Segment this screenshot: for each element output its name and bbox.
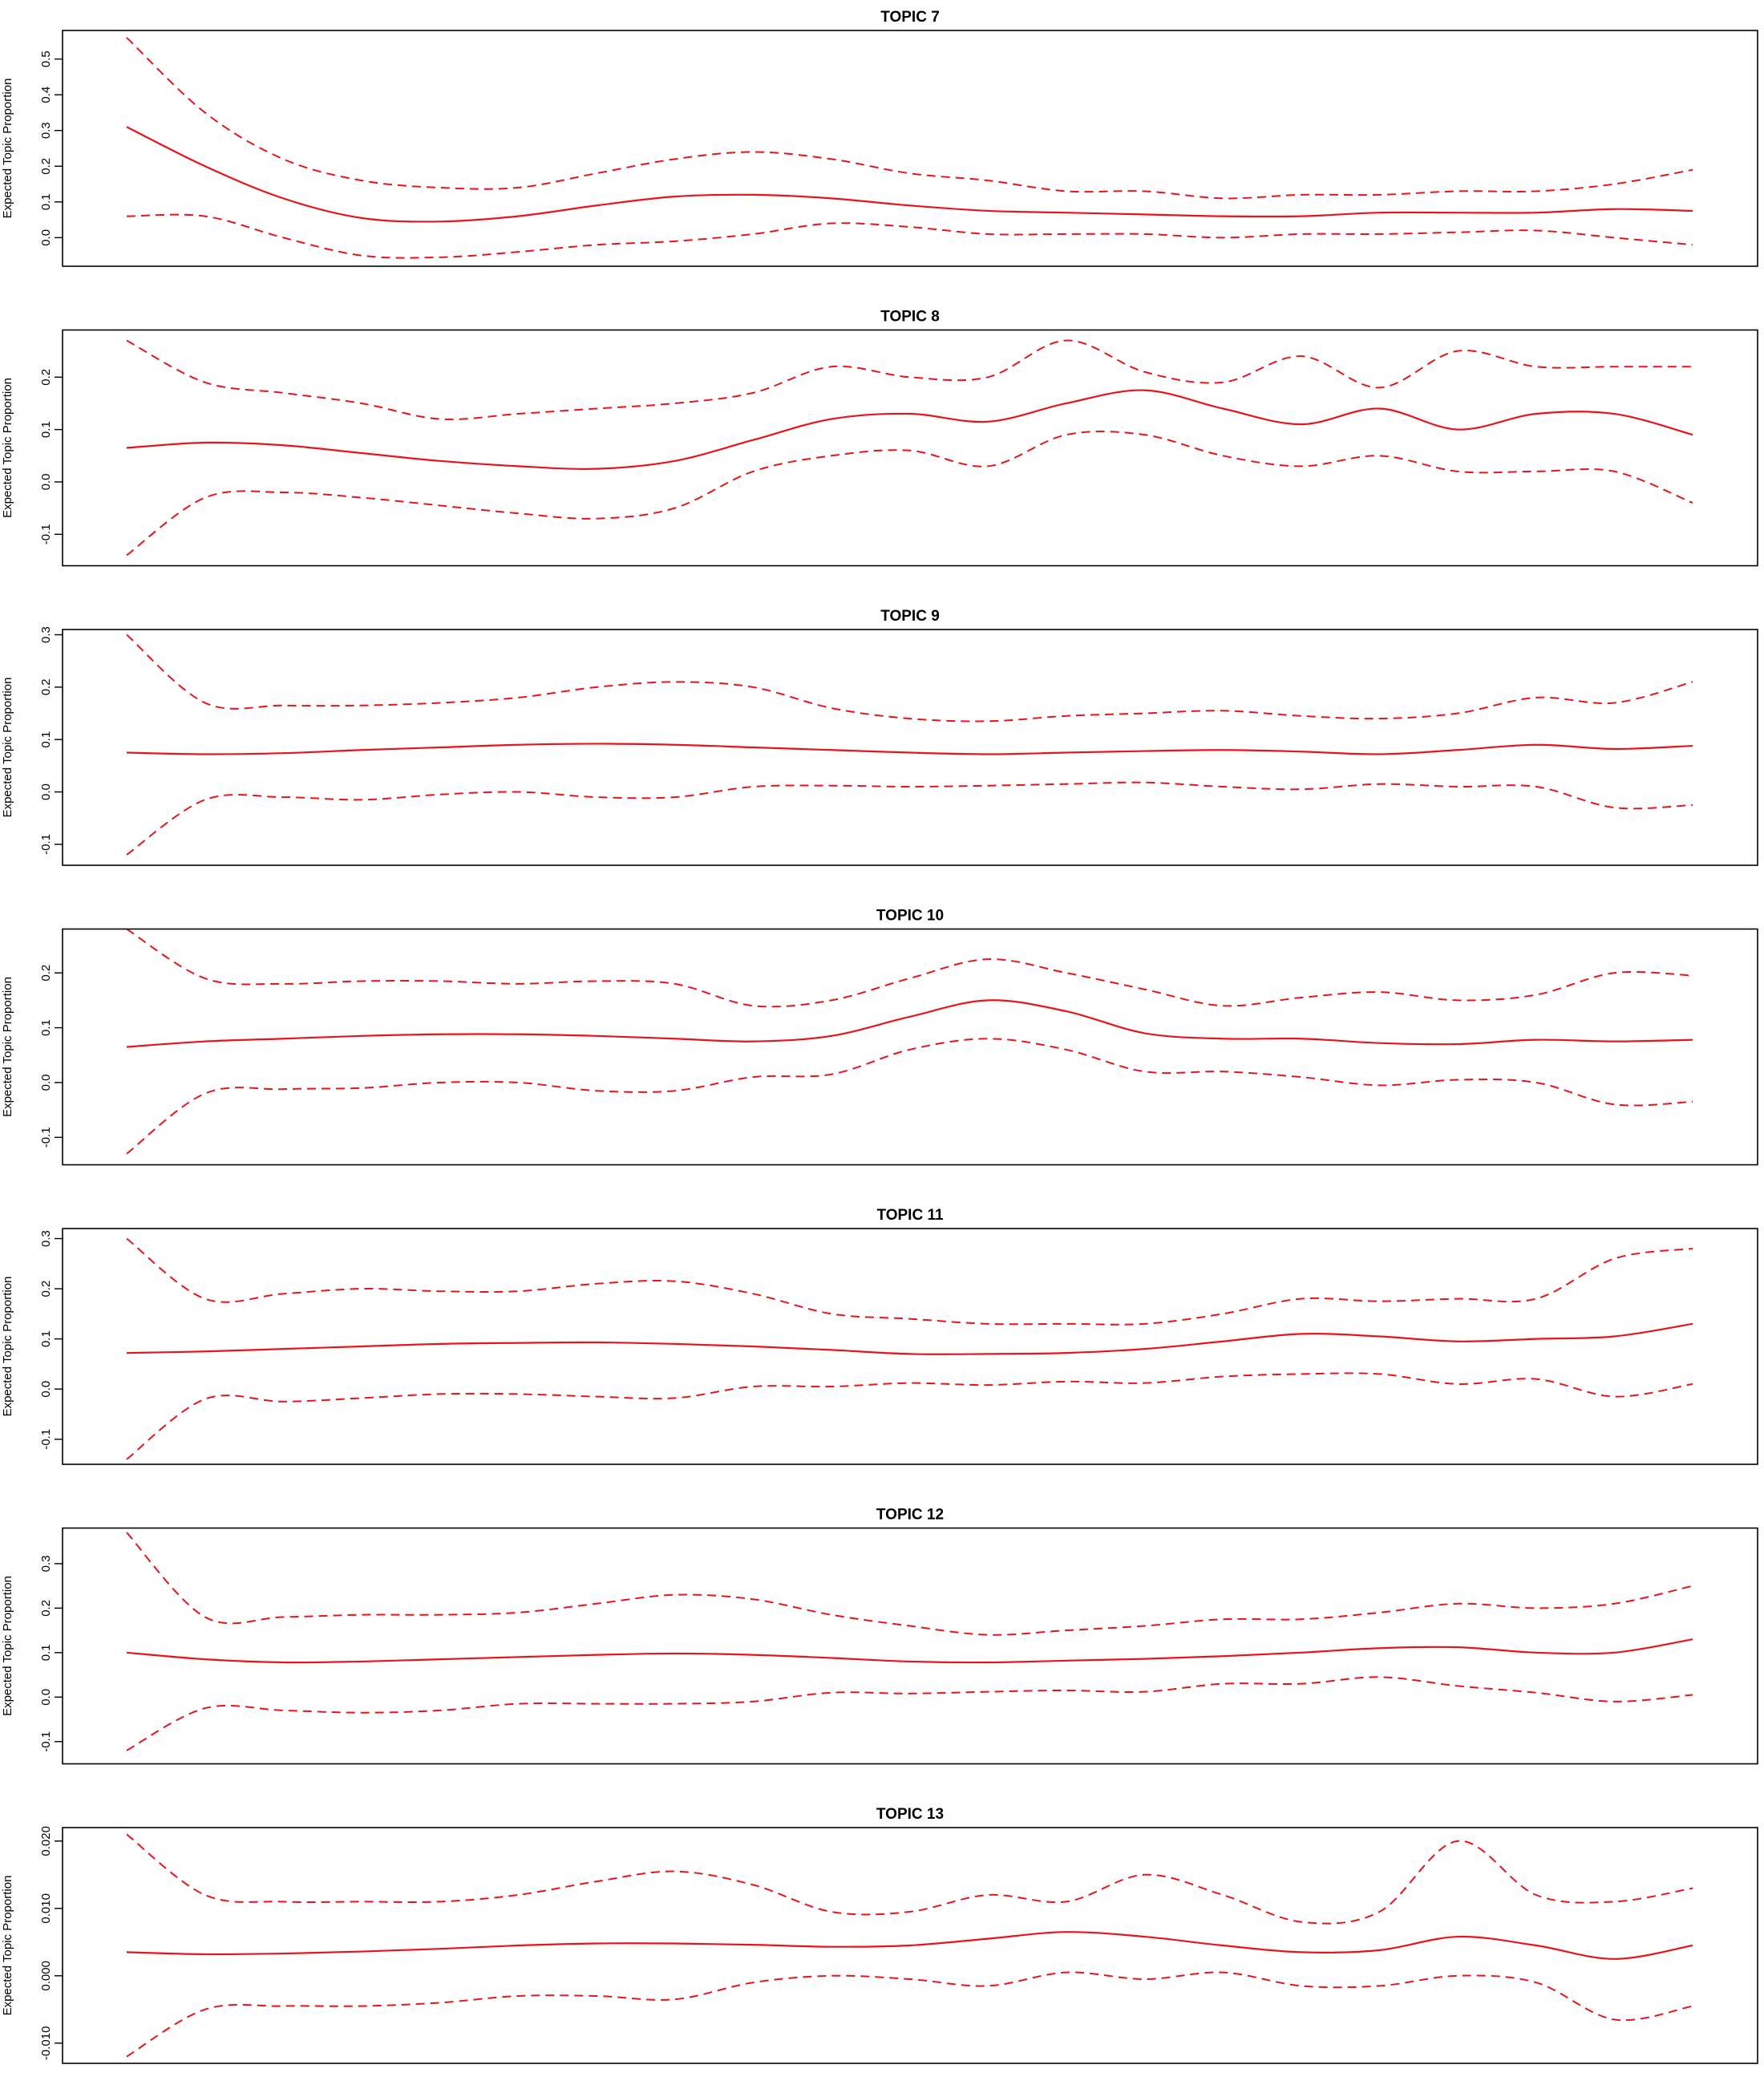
series-line-lower [126, 431, 1693, 557]
plot-frame [62, 1228, 1758, 1465]
panel-topic-11: TOPIC 11 Expected Topic Proportion -0.1 0.0… [1, 1207, 1758, 1465]
series-line-upper [126, 1237, 1693, 1326]
panel-title: TOPIC 13 [876, 1806, 944, 1823]
y-tick-label: 0.3 [39, 626, 53, 643]
y-tick-label: 0.2 [39, 678, 53, 695]
panel-title: TOPIC 10 [876, 908, 944, 925]
plot-frame [62, 629, 1758, 866]
panel-title: TOPIC 9 [880, 608, 940, 625]
panel-topic-13: TOPIC 13 Expected Topic Proportion -0.010 0… [1, 1806, 1758, 2064]
y-tick-label: 0.1 [39, 421, 53, 438]
series-line-mean [126, 1322, 1693, 1355]
series-line-upper [126, 928, 1693, 1008]
y-tick-label: 0.1 [39, 1330, 53, 1347]
series-line-upper [126, 634, 1693, 723]
y-tick-label: 0.2 [39, 965, 53, 982]
series-line-mean [126, 1638, 1693, 1664]
y-tick-label: -0.010 [39, 2026, 53, 2061]
y-tick-label: 0.5 [39, 51, 53, 67]
y-tick-label: 0.0 [39, 474, 53, 491]
panel-topic-7: TOPIC 7 Expected Topic Proportion 0.0 0.1 0.… [1, 9, 1758, 267]
panel-topic-12: TOPIC 12 Expected Topic Proportion -0.1 0.0… [1, 1507, 1758, 1765]
y-tick-label: 0.0 [39, 1075, 53, 1091]
y-tick-label: 0.000 [39, 1961, 53, 1991]
panel-topic-10: TOPIC 10 Expected Topic Proportion -0.1 0.0… [1, 908, 1758, 1166]
y-tick-label: 0.0 [39, 229, 53, 246]
y-tick-label: -0.1 [39, 524, 53, 545]
panel-title: TOPIC 7 [880, 9, 940, 26]
y-tick-label: 0.2 [39, 1281, 53, 1298]
plot-frame [62, 329, 1758, 567]
series-line-upper [126, 37, 1693, 200]
series-line-mean [126, 126, 1693, 223]
y-tick-label: 0.1 [39, 1644, 53, 1661]
y-axis-label: Expected Topic Proportion [1, 1876, 14, 2016]
y-tick-label: -0.1 [39, 1731, 53, 1752]
series-line-upper [126, 339, 1693, 420]
panel-title: TOPIC 12 [876, 1507, 944, 1524]
y-tick-label: -0.1 [39, 1429, 53, 1450]
series-line-lower [126, 1971, 1693, 2058]
series-line-lower [126, 1372, 1693, 1460]
y-tick-label: 0.020 [39, 1826, 53, 1856]
panel-title: TOPIC 11 [876, 1207, 944, 1224]
y-tick-label: -0.1 [39, 1127, 53, 1148]
y-tick-label: 0.3 [39, 1230, 53, 1247]
y-tick-label: 0.1 [39, 731, 53, 748]
plot-frame [62, 1827, 1758, 2064]
panel-topic-8: TOPIC 8 Expected Topic Proportion -0.1 0.0 0… [1, 309, 1758, 567]
y-tick-label: 0.0 [39, 1381, 53, 1398]
y-axis-label: Expected Topic Proportion [1, 678, 14, 818]
series-line-lower [126, 213, 1693, 259]
series-line-lower [126, 781, 1693, 856]
panel-topic-9: TOPIC 9 Expected Topic Proportion -0.1 0.0 0… [1, 608, 1758, 866]
y-axis-label: Expected Topic Proportion [1, 79, 14, 219]
y-tick-label: 0.010 [39, 1893, 53, 1924]
series-line-mean [126, 1931, 1693, 1960]
y-axis-label: Expected Topic Proportion [1, 378, 14, 518]
y-axis-label: Expected Topic Proportion [1, 1576, 14, 1716]
y-tick-label: 0.3 [39, 1555, 53, 1572]
y-tick-label: 0.0 [39, 1689, 53, 1706]
series-line-upper [126, 1833, 1693, 1925]
y-tick-label: 0.2 [39, 369, 53, 386]
y-tick-label: 0.1 [39, 193, 53, 210]
y-tick-label: 0.3 [39, 122, 53, 139]
y-tick-label: 0.2 [39, 158, 53, 175]
series-line-lower [126, 1676, 1693, 1751]
y-tick-label: -0.1 [39, 834, 53, 855]
plot-frame [62, 928, 1758, 1166]
series-line-mean [126, 389, 1693, 470]
y-tick-label: 0.0 [39, 783, 53, 800]
series-line-upper [126, 1532, 1693, 1636]
series-line-mean [126, 999, 1693, 1048]
series-line-lower [126, 1038, 1693, 1155]
y-tick-label: 0.4 [39, 87, 53, 103]
plot-frame [62, 30, 1758, 267]
panel-title: TOPIC 8 [880, 309, 940, 326]
series-line-mean [126, 743, 1693, 755]
y-tick-label: 0.1 [39, 1019, 53, 1036]
y-axis-label: Expected Topic Proportion [1, 1277, 14, 1417]
y-axis-label: Expected Topic Proportion [1, 977, 14, 1117]
y-tick-label: 0.2 [39, 1600, 53, 1617]
plot-frame [62, 1527, 1758, 1765]
